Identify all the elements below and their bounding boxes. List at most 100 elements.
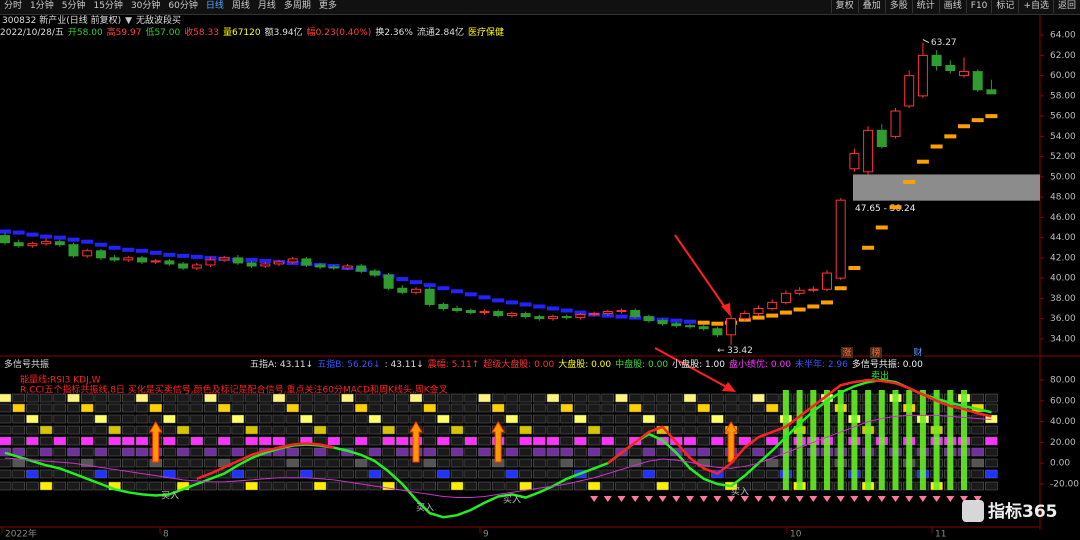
signal-block [300,393,313,403]
signal-block [67,414,80,424]
low-arrow: ← [717,346,725,356]
candle-body [931,54,942,66]
signal-block [12,425,25,435]
signal-block [587,414,601,424]
readout: : 43.11↓ [384,360,424,370]
signal-block [217,393,231,403]
signal-block [533,403,546,413]
signal-block [670,458,683,468]
toolbar-button[interactable]: 标记 [991,0,1018,13]
readout: 五指B: 56.26↓ [317,360,381,370]
signal-block [560,436,573,446]
signal-block [176,447,190,457]
signal-block [711,458,724,468]
signal-block [382,458,395,468]
signal-block [587,481,601,491]
signal-block [711,447,724,457]
signal-block [176,436,190,446]
signal-block [656,447,669,457]
signal-block [505,469,519,479]
signal-block [26,469,39,479]
signal-block [560,393,573,403]
toolbar-button[interactable]: 月线 [257,1,276,11]
signal-block [135,414,149,424]
toolbar-button[interactable]: 30分钟 [130,1,161,11]
signal-block [12,436,25,446]
zone-label: 47.65 - 50.24 [855,204,916,214]
signal-block [464,447,478,457]
readout: 小盘股: 1.00 [672,360,726,370]
signal-block [313,425,327,435]
signal-block [149,393,162,403]
signal-block [341,458,354,468]
signal-block [108,393,121,403]
signal-block [724,469,738,479]
toolbar-button[interactable]: 返回 [1052,0,1080,13]
candle-body [191,264,202,269]
signal-block [450,393,464,403]
candle-body [260,263,271,267]
signal-block [765,481,779,491]
signal-block [163,481,176,491]
signal-block [409,403,423,413]
signal-block [478,425,491,435]
toolbar-button[interactable]: 分时 [4,1,23,11]
signal-block [0,393,12,403]
toolbar-button[interactable]: 15分钟 [93,1,123,11]
band-step [81,239,94,244]
readout: 盘小绩优: 0.00 [729,360,791,370]
toolbar-button[interactable]: 多股 [884,0,912,13]
signal-block [217,436,231,446]
signal-column [782,390,789,490]
strategy[interactable]: 无敌波段买 [136,16,182,26]
signal-block [437,458,450,468]
candle-body [219,257,230,261]
signal-block [135,458,149,468]
signal-block [286,481,299,491]
signal-block [382,425,395,435]
signal-block [738,481,752,491]
pointer-arrow [674,234,730,314]
signal-block [327,469,341,479]
signal-block [368,469,382,479]
band-step [752,315,765,320]
toolbar-button[interactable]: 更多 [318,1,337,11]
signal-block [738,436,752,446]
up-arrow [724,421,738,463]
signal-block [628,425,642,435]
toolbar-button[interactable]: 统计 [911,0,939,13]
signal-block [39,447,53,457]
signal-block [286,447,299,457]
signal-block [149,403,162,413]
event-marker: 财 [913,347,922,359]
signal-block [985,481,998,491]
toolbar-button[interactable]: 周线 [231,1,250,11]
toolbar-button[interactable]: F10 [965,0,992,13]
toolbar-button[interactable]: 画线 [938,0,966,13]
signal-block [423,458,436,468]
toolbar-button[interactable]: 复权 [830,0,858,13]
signal-column [810,390,817,490]
toolbar-button[interactable]: 60分钟 [168,1,198,11]
signal-block [382,447,395,457]
signal-block [985,425,998,435]
toolbar-button[interactable]: 日线 [205,1,224,11]
signal-block [752,447,765,457]
toolbar-button[interactable]: +自选 [1018,0,1053,13]
band-step [834,286,847,291]
signal-block [533,447,546,457]
signal-block [409,393,423,403]
signal-block [752,403,765,413]
signal-block [560,481,573,491]
toolbar-button[interactable]: 多周期 [283,1,311,11]
signal-block [354,403,368,413]
signal-label: 买入 [503,495,521,506]
band-step [779,310,792,315]
band-step [807,304,820,309]
stock-header: 300832 新产业(日线 前复权) ▼ 无敌波段买 [2,16,182,26]
signal-block [259,403,272,413]
toolbar-button[interactable]: 5分钟 [61,1,86,11]
toolbar-button[interactable]: 1分钟 [30,1,54,11]
signal-block [231,469,245,479]
toolbar-button[interactable]: 叠加 [857,0,885,13]
